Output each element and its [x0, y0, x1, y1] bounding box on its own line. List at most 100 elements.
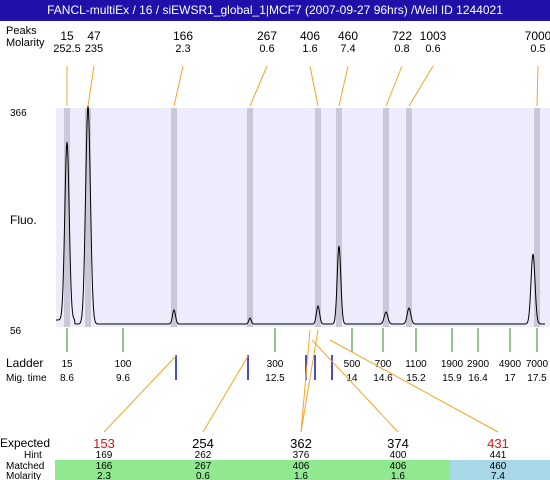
ladder-size-label: 500: [344, 359, 361, 370]
peak-band: [406, 108, 412, 327]
expected-value: 431: [487, 436, 509, 451]
matched-value: 406: [390, 461, 407, 472]
ladder-size-label: 7000: [526, 359, 549, 370]
hint-value: 262: [195, 450, 212, 461]
matched-value: 267: [195, 461, 212, 472]
ladder-size-label: 4900: [499, 359, 522, 370]
ladder-time-label: 14.6: [373, 373, 393, 384]
ladder-time-label: 17: [504, 373, 516, 384]
peak-molarity-label: 1.6: [302, 43, 317, 55]
peak-size-label: 7000: [525, 29, 550, 43]
molarity-row-label: Molarity: [6, 471, 41, 480]
peak-connector: [536, 65, 539, 107]
expected-value: 362: [290, 436, 312, 451]
ladder-size-label: 700: [375, 359, 392, 370]
molarity-value: 7.4: [491, 471, 505, 480]
peak-band: [383, 108, 389, 327]
matched-value: 460: [490, 461, 507, 472]
expected-connector: [202, 355, 249, 433]
expected-row-label: Expected: [0, 436, 50, 450]
peak-molarity-label: 0.8: [394, 43, 409, 55]
molarity-value: 1.6: [294, 471, 308, 480]
peak-size-label: 406: [300, 29, 320, 43]
expected-value: 254: [192, 436, 214, 451]
ladder-size-label: 100: [115, 359, 132, 370]
ladder-time-label: 16.4: [468, 373, 488, 384]
hint-value: 169: [96, 450, 113, 461]
expected-connector: [329, 339, 499, 433]
peak-band: [171, 108, 177, 327]
matched-cell: [351, 460, 450, 480]
molarity-value: 0.6: [196, 471, 210, 480]
peak-molarity-label: 0.6: [259, 43, 274, 55]
y-axis-bottom-label: 56: [10, 326, 22, 337]
peak-connector: [385, 65, 403, 107]
y-axis-top-label: 366: [10, 108, 27, 119]
ladder-time-label: 8.6: [60, 373, 74, 384]
title-bar: FANCL-multiEx / 16 / siEWSR1_global_1|MC…: [0, 0, 550, 21]
peak-molarity-label: 235: [85, 43, 103, 55]
peak-size-label: 267: [257, 29, 277, 43]
peak-band: [85, 108, 91, 327]
peak-molarity-label: 2.3: [175, 43, 190, 55]
peak-band: [315, 108, 321, 327]
ladder-size-label: 300: [267, 359, 284, 370]
peak-connector: [249, 65, 268, 107]
ladder-size-label: 15: [61, 359, 73, 370]
ladder-time-label: 15.9: [442, 373, 462, 384]
peak-connector: [87, 65, 95, 107]
peak-size-label: 1003: [420, 29, 447, 43]
ladder-time-label: 14: [346, 373, 358, 384]
peak-molarity-label: 7.4: [340, 43, 355, 55]
expected-value: 153: [93, 436, 115, 451]
hint-value: 376: [293, 450, 310, 461]
matched-cell: [153, 460, 253, 480]
peak-molarity-label: 0.6: [425, 43, 440, 55]
ladder-time-label: 9.6: [116, 373, 130, 384]
peak-size-label: 47: [87, 29, 101, 43]
peak-connector: [338, 65, 349, 107]
matched-value: 166: [96, 461, 113, 472]
hint-value: 441: [490, 450, 507, 461]
peak-band: [534, 108, 540, 327]
matched-cell: [253, 460, 351, 480]
hint-row-label: Hint: [24, 450, 42, 461]
ladder-size-label: 1900: [441, 359, 464, 370]
mig-time-label: Mig. time: [6, 373, 47, 384]
peak-molarity-label: 0.5: [530, 43, 545, 55]
fluorescence-trace: [56, 105, 545, 325]
peak-connector: [408, 65, 434, 107]
expected-connector: [300, 329, 311, 433]
expected-value: 374: [387, 436, 409, 451]
matched-value: 406: [293, 461, 310, 472]
matched-row-label: Matched: [6, 461, 44, 472]
hint-value: 400: [390, 450, 407, 461]
ladder-time-label: 12.5: [265, 373, 285, 384]
molarity-value: 1.6: [391, 471, 405, 480]
y-axis-label: Fluo.: [10, 213, 37, 227]
expected-connector: [300, 329, 319, 433]
peak-size-label: 15: [60, 29, 74, 43]
peak-connector: [173, 65, 184, 107]
peaks-header-label: Peaks: [6, 25, 37, 37]
ladder-time-label: 17.5: [527, 373, 547, 384]
peak-size-label: 166: [173, 29, 193, 43]
molarity-value: 2.3: [97, 471, 111, 480]
peak-band: [336, 108, 342, 327]
matched-cell: [450, 460, 550, 480]
molarity-header-label: Molarity: [6, 37, 45, 49]
peak-band: [64, 108, 70, 327]
matched-cell: [55, 460, 153, 480]
expected-connector: [103, 355, 177, 433]
peak-size-label: 460: [338, 29, 358, 43]
ladder-size-label: 1100: [405, 359, 427, 370]
ladder-label: Ladder: [6, 356, 43, 370]
peak-molarity-label: 252.5: [53, 43, 81, 55]
ladder-size-label: 2900: [467, 359, 490, 370]
plot-area: [56, 108, 550, 327]
ladder-time-label: 15.2: [406, 373, 426, 384]
peak-connector: [309, 65, 319, 107]
peak-band: [247, 108, 253, 327]
expected-connector: [311, 339, 399, 433]
